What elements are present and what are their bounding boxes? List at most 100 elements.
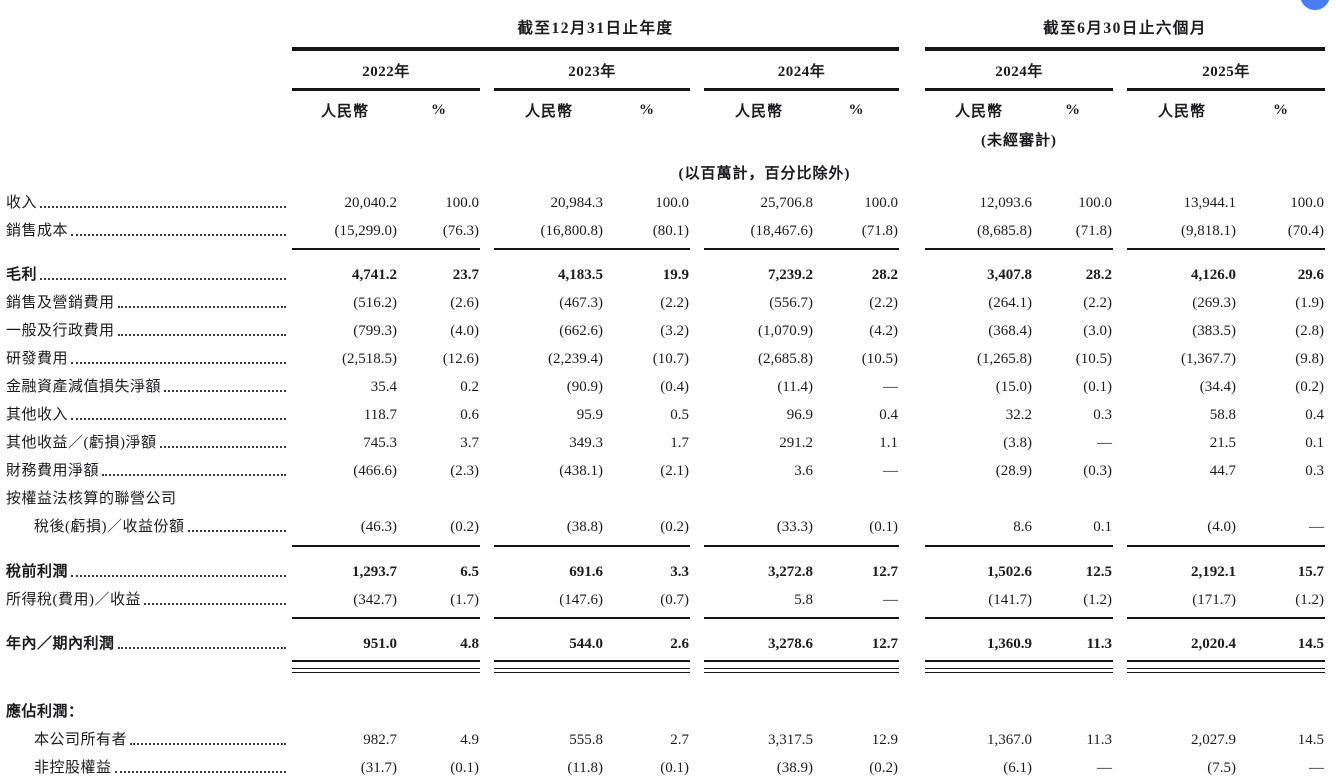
cell-value: (0.1) (660, 759, 689, 776)
cell-value: (0.1) (869, 519, 899, 535)
table-row: 按權益法核算的聯營公司 (4, 484, 1325, 512)
cell-value: (1,367.7) (1181, 351, 1237, 367)
cell-value: (2.2) (660, 295, 689, 311)
cell-value: (2.8) (1295, 323, 1325, 339)
cell-value: (9.8) (1295, 351, 1325, 367)
column-gap (899, 253, 925, 288)
cell-value: 21.5 (1209, 435, 1237, 451)
column-gap (1113, 676, 1127, 725)
row-label-text: 其他收益／(虧損)淨額 (6, 435, 157, 451)
cell-value: (7.5) (1207, 759, 1237, 776)
rule-line (925, 657, 1034, 676)
column-gap (899, 372, 925, 400)
table-row: 一般及行政費用 (799.3) (4.0) (662.6) (3.2) (1,070.9)… (4, 316, 1325, 344)
column-gap (1113, 512, 1127, 540)
rule-line (1033, 612, 1114, 622)
cell-value: 4,126.0 (1191, 267, 1237, 283)
year-header-row: 2022年 2023年 2024年 2024年 2025年 (4, 49, 1326, 91)
table-row: 銷售成本 (15,299.0) (76.3) (16,800.8) (80.1) (18,… (4, 215, 1325, 243)
column-gap (690, 187, 704, 215)
cell-value: 28.2 (1085, 267, 1113, 283)
row-label-text: 應佔利潤： (6, 703, 84, 720)
row-label: 按權益法核算的聯營公司 (4, 484, 292, 512)
cell-value: (0.3) (1083, 463, 1113, 479)
rule-line (1127, 657, 1238, 676)
cell-value: 3.6 (794, 463, 813, 479)
cell-value (925, 676, 1033, 725)
cell-value (398, 484, 480, 512)
cell-value: (1,070.9) (758, 323, 813, 339)
dot-leader (71, 233, 286, 236)
cell-value (704, 676, 814, 725)
rule-line (1237, 540, 1326, 550)
cell-value (1237, 676, 1325, 725)
rule-line (1237, 243, 1326, 253)
year-2025-interim: 2025年 (1127, 49, 1326, 91)
cell-value (398, 676, 480, 725)
rule-line (604, 612, 690, 622)
row-label: 非控股權益 (4, 752, 292, 780)
column-gap (480, 344, 494, 372)
rule-line (704, 243, 814, 253)
dot-leader (40, 205, 286, 208)
cell-value: (18,467.6) (750, 222, 814, 239)
table-row: 稅後(虧損)／收益份額 (46.3) (0.2) (38.8) (0.2) (33.3) (… (4, 512, 1325, 540)
column-gap (1113, 187, 1127, 215)
cell-value: (2.1) (660, 463, 689, 479)
column-gap (480, 484, 494, 512)
cell-value: (0.2) (1295, 379, 1325, 395)
cell-value: 1.7 (670, 435, 689, 451)
column-gap (690, 253, 704, 288)
rule-line (1127, 612, 1238, 622)
percent-header: % (639, 102, 655, 118)
cell-value: (662.6) (559, 323, 603, 339)
cell-value: 4.8 (460, 636, 479, 652)
cell-value: 0.1 (1093, 519, 1113, 535)
cell-value: 1,293.7 (352, 563, 397, 580)
cell-value: (12.6) (442, 351, 479, 367)
dot-leader (114, 770, 286, 773)
row-label: 本公司所有者 (4, 724, 292, 752)
column-gap (690, 550, 704, 585)
rule-line (494, 243, 604, 253)
cell-value (494, 484, 604, 512)
rule-line (398, 243, 480, 253)
row-label-text: 按權益法核算的聯營公司 (6, 491, 177, 507)
cell-value: 1.1 (879, 435, 899, 451)
column-gap (899, 215, 925, 243)
subtotal-rule-row (4, 243, 1326, 253)
cell-value: 0.2 (460, 379, 479, 395)
cell-value: (0.2) (450, 519, 479, 535)
cell-value: (1.2) (1295, 591, 1325, 608)
column-gap (1113, 657, 1127, 676)
cell-value: (71.8) (861, 222, 899, 239)
cell-value: 100.0 (655, 194, 689, 211)
cell-value (814, 484, 899, 512)
floating-button[interactable] (1300, 0, 1330, 10)
rule-line (1033, 540, 1114, 550)
cell-value: 0.1 (1305, 435, 1325, 451)
row-label: 財務費用淨額 (4, 456, 292, 484)
column-gap (1113, 400, 1127, 428)
cell-value: (3.8) (1003, 435, 1033, 451)
column-gap (1113, 724, 1127, 752)
cell-value: (438.1) (559, 463, 603, 479)
row-label: 毛利 (4, 253, 292, 288)
row-label-text: 財務費用淨額 (6, 463, 100, 479)
column-gap (1113, 428, 1127, 456)
column-gap (480, 724, 494, 752)
column-gap (690, 484, 704, 512)
cell-value: 12.5 (1085, 563, 1113, 580)
row-label-text: 銷售成本 (6, 222, 69, 239)
dot-leader (71, 418, 286, 420)
column-gap (1113, 253, 1127, 288)
cell-value: 3,278.6 (768, 636, 813, 652)
cell-value: 1,502.6 (987, 563, 1033, 580)
dot-leader (187, 530, 286, 532)
cell-value: 35.4 (370, 379, 397, 395)
cell-value: (76.3) (442, 222, 479, 239)
table-row: 年內／期內利潤 951.0 4.8 544.0 2.6 3,278.6 12.7 1,360.… (4, 622, 1325, 657)
table-row: 金融資產減值損失淨額 35.4 0.2 (90.9) (0.4) (11.4) — (15.0… (4, 372, 1325, 400)
cell-value (1127, 484, 1237, 512)
cell-value: (10.5) (861, 351, 899, 367)
